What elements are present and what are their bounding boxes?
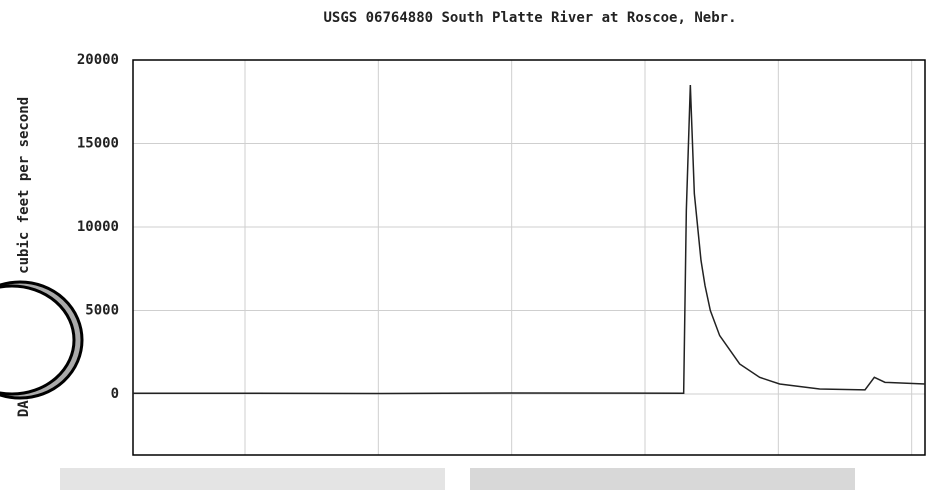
y-tick-label: 10000 <box>77 219 119 235</box>
y-tick-label: 20000 <box>77 52 119 68</box>
data-line <box>133 85 925 393</box>
chart-title: USGS 06764880 South Platte River at Rosc… <box>323 10 736 26</box>
chart: USGS 06764880 South Platte River at Rosc… <box>0 0 941 490</box>
y-tick-label: 5000 <box>85 303 119 319</box>
plot-area: 0 5000 10000 15000 20000 <box>77 52 925 455</box>
overlay-photo <box>470 468 855 490</box>
y-tick-label: 15000 <box>77 136 119 152</box>
y-tick-label: 0 <box>111 386 119 402</box>
overlay <box>0 282 855 490</box>
plot-frame <box>133 60 925 455</box>
overlay-photo <box>60 468 445 490</box>
